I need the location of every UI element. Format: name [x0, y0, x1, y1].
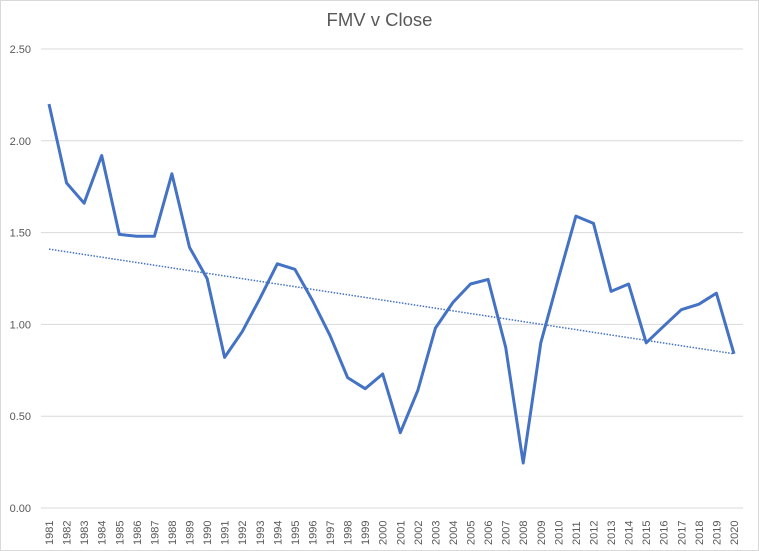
- x-tick-label: 2018: [694, 521, 706, 545]
- x-tick-label: 2009: [536, 521, 548, 545]
- y-tick-label: 1.50: [10, 228, 31, 240]
- x-tick-label: 1982: [62, 521, 74, 545]
- x-tick-label: 2007: [501, 521, 513, 545]
- trendline-dotted: [48, 248, 735, 355]
- x-tick-label: 1989: [185, 521, 197, 545]
- x-tick-label: 1985: [114, 521, 126, 545]
- x-tick-label: 1984: [97, 521, 109, 545]
- x-tick-label: 1998: [343, 521, 355, 545]
- x-tick-label: 2013: [606, 521, 618, 545]
- x-tick-label: 1988: [167, 521, 179, 545]
- x-tick-label: 1997: [325, 521, 337, 545]
- x-tick-label: 2002: [413, 521, 425, 545]
- x-tick-label: 2004: [448, 521, 460, 545]
- x-tick-label: 1981: [44, 521, 56, 545]
- y-tick-label: 2.50: [10, 44, 31, 56]
- x-tick-label: 1983: [79, 521, 91, 545]
- x-tick-label: 2010: [553, 521, 565, 545]
- x-tick-label: 2015: [641, 521, 653, 545]
- x-tick-label: 2003: [430, 521, 442, 545]
- x-tick-label: 2017: [676, 521, 688, 545]
- x-tick-label: 2012: [588, 521, 600, 545]
- y-tick-label: 0.50: [10, 411, 31, 423]
- x-tick-label: 2016: [659, 521, 671, 545]
- x-tick-label: 1993: [255, 521, 267, 545]
- trendline: [48, 248, 735, 355]
- x-tick-label: 1995: [290, 521, 302, 545]
- chart-title: FMV v Close: [326, 9, 433, 30]
- x-tick-label: 2011: [571, 521, 583, 545]
- x-tick-label: 2014: [624, 521, 636, 545]
- x-tick-label: 2020: [729, 521, 741, 545]
- x-tick-label: 1992: [237, 521, 249, 545]
- x-tick-label: 2001: [395, 521, 407, 545]
- data-series-line: [47, 103, 736, 465]
- x-tick-label: 1990: [202, 521, 214, 545]
- x-tick-label: 1994: [272, 521, 284, 545]
- x-tick-label: 2019: [711, 521, 723, 545]
- x-tick-label: 2005: [466, 521, 478, 545]
- x-tick-label: 1986: [132, 521, 144, 545]
- y-tick-label: 1.00: [10, 319, 31, 331]
- x-axis-labels: 1981 1982 1983 1984 1985 1986 1987 1988 1989 1990…: [44, 521, 741, 545]
- x-tick-label: 1991: [220, 521, 232, 545]
- x-tick-label: 1987: [149, 521, 161, 545]
- y-tick-label: 0.00: [10, 503, 31, 515]
- x-tick-label: 2008: [518, 521, 530, 545]
- x-tick-label: 1996: [307, 521, 319, 545]
- x-tick-label: 2000: [378, 521, 390, 545]
- y-tick-label: 2.00: [10, 136, 31, 148]
- series-line: [47, 103, 736, 465]
- y-axis-labels: 0.00 0.50 1.00 1.50 2.00 2.50: [10, 44, 31, 515]
- x-tick-label: 1999: [360, 521, 372, 545]
- gridlines: [41, 48, 743, 509]
- x-tick-label: 2006: [483, 521, 495, 545]
